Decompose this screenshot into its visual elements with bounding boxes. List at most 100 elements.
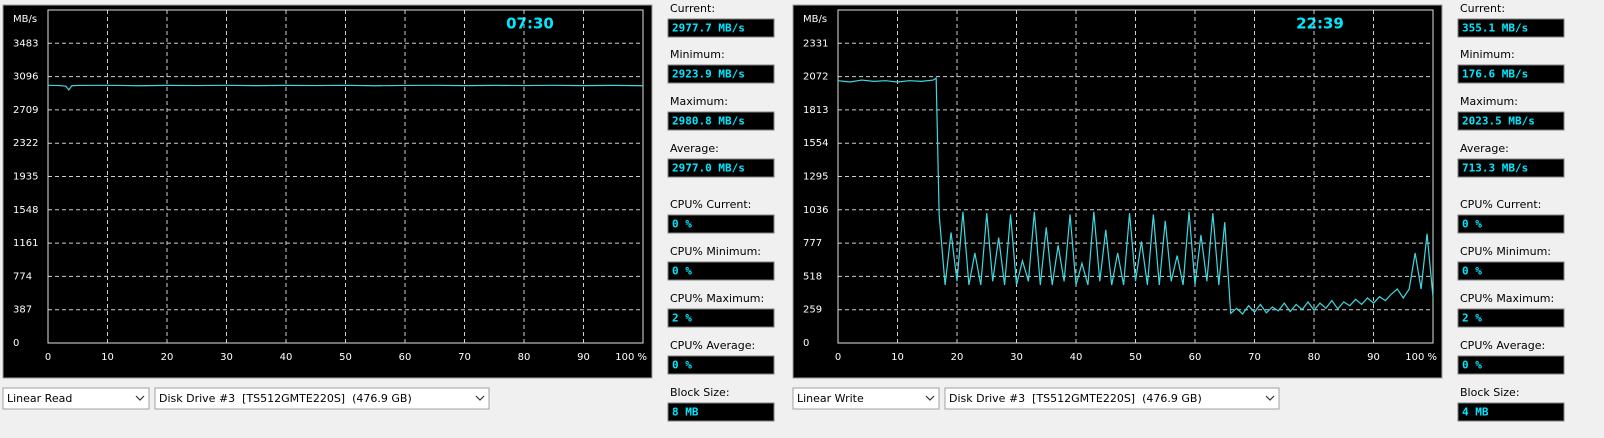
- stat-label: Block Size:: [1460, 386, 1520, 399]
- drive-select-text: Disk Drive #3 [TS512GMTE220S] (476.9 GB): [949, 392, 1202, 405]
- drive-select[interactable]: [944, 387, 1280, 410]
- stat-value: 0 %: [1462, 218, 1482, 231]
- plot-frame: [47, 9, 644, 344]
- stat-value: 355.1 MB/s: [1462, 22, 1528, 35]
- elapsed-time: 07:30: [506, 15, 554, 33]
- test-select-arrow: [925, 395, 935, 401]
- x-tick-label: 100 %: [615, 352, 647, 363]
- x-tick-label: 70: [458, 352, 471, 363]
- stat-box: [1457, 261, 1565, 281]
- y-tick-label: 774: [13, 271, 32, 282]
- stat-label: CPU% Current:: [670, 198, 751, 211]
- x-tick-label: 40: [1070, 352, 1083, 363]
- stat-value: 2977.7 MB/s: [672, 22, 745, 35]
- stat-box: [1457, 402, 1565, 422]
- x-tick-label: 30: [220, 352, 233, 363]
- x-tick-label: 10: [891, 352, 904, 363]
- test-select[interactable]: [2, 387, 150, 410]
- stat-box: [667, 214, 775, 234]
- chart-background: [792, 4, 1443, 379]
- stat-label: Average:: [670, 142, 719, 155]
- x-tick-label: 100 %: [1405, 352, 1437, 363]
- stat-label: Block Size:: [670, 386, 730, 399]
- stat-box: [667, 158, 775, 178]
- stat-box: [1457, 308, 1565, 328]
- stat-value: 0 %: [672, 359, 692, 372]
- y-tick-label: 1036: [803, 205, 828, 216]
- y-tick-label: 518: [803, 271, 822, 282]
- y-tick-label: 0: [13, 338, 19, 349]
- stat-label: Minimum:: [670, 48, 725, 61]
- stat-label: Current:: [1460, 2, 1505, 15]
- y-tick-label: 1813: [803, 105, 828, 116]
- stat-value: 2 %: [1462, 312, 1482, 325]
- stat-label: Minimum:: [1460, 48, 1515, 61]
- y-tick-label: 387: [13, 305, 32, 316]
- stat-box: [667, 355, 775, 375]
- stat-label: CPU% Average:: [1460, 339, 1545, 352]
- stat-label: Current:: [670, 2, 715, 15]
- drive-select-arrow: [1265, 395, 1275, 401]
- stat-box: [1457, 214, 1565, 234]
- x-tick-label: 90: [577, 352, 590, 363]
- y-tick-label: 1295: [803, 172, 828, 183]
- stat-value: 4 MB: [1462, 406, 1489, 419]
- stat-label: CPU% Current:: [1460, 198, 1541, 211]
- stat-box: [1457, 18, 1565, 38]
- x-tick-label: 60: [1189, 352, 1202, 363]
- y-tick-label: 2322: [13, 138, 38, 149]
- stat-box: [667, 308, 775, 328]
- y-tick-label: 3483: [13, 38, 38, 49]
- y-tick-label: 2709: [13, 105, 38, 116]
- stat-value: 2977.0 MB/s: [672, 162, 745, 175]
- y-tick-label: 2331: [803, 38, 828, 49]
- x-tick-label: 30: [1010, 352, 1023, 363]
- stat-value: 0 %: [672, 265, 692, 278]
- x-tick-label: 80: [518, 352, 531, 363]
- x-tick-label: 50: [1129, 352, 1142, 363]
- speed-line: [837, 77, 1434, 315]
- x-tick-label: 20: [161, 352, 174, 363]
- x-tick-label: 40: [280, 352, 293, 363]
- drive-select-text: Disk Drive #3 [TS512GMTE220S] (476.9 GB): [159, 392, 412, 405]
- chart-background: [2, 4, 653, 379]
- x-tick-label: 0: [45, 352, 51, 363]
- x-tick-label: 60: [399, 352, 412, 363]
- stat-box: [1457, 158, 1565, 178]
- stat-value: 2 %: [672, 312, 692, 325]
- x-tick-label: 20: [951, 352, 964, 363]
- y-tick-label: 0: [803, 338, 809, 349]
- y-tick-label: 2072: [803, 72, 828, 83]
- y-axis-label: MB/s: [13, 14, 37, 25]
- y-tick-label: 259: [803, 305, 822, 316]
- test-select[interactable]: [792, 387, 940, 410]
- stat-box: [667, 64, 775, 84]
- test-select-text: Linear Read: [7, 392, 72, 405]
- x-tick-label: 80: [1308, 352, 1321, 363]
- stat-label: Average:: [1460, 142, 1509, 155]
- stat-value: 713.3 MB/s: [1462, 162, 1528, 175]
- stat-label: CPU% Maximum:: [1460, 292, 1554, 305]
- drive-select[interactable]: [154, 387, 490, 410]
- y-axis-label: MB/s: [803, 14, 827, 25]
- y-tick-label: 777: [803, 238, 822, 249]
- stat-label: Maximum:: [1460, 95, 1518, 108]
- stat-value: 2980.8 MB/s: [672, 115, 745, 128]
- stat-value: 2023.5 MB/s: [1462, 115, 1535, 128]
- x-tick-label: 70: [1248, 352, 1261, 363]
- plot-frame: [837, 9, 1434, 344]
- stat-value: 176.6 MB/s: [1462, 68, 1528, 81]
- x-tick-label: 10: [101, 352, 114, 363]
- stat-label: CPU% Maximum:: [670, 292, 764, 305]
- test-select-arrow: [135, 395, 145, 401]
- stat-box: [667, 402, 775, 422]
- stat-label: Maximum:: [670, 95, 728, 108]
- x-tick-label: 50: [339, 352, 352, 363]
- elapsed-time: 22:39: [1296, 15, 1344, 33]
- stat-label: CPU% Minimum:: [1460, 245, 1551, 258]
- stat-value: 0 %: [1462, 359, 1482, 372]
- test-select-text: Linear Write: [797, 392, 864, 405]
- y-tick-label: 1548: [13, 205, 38, 216]
- stat-value: 0 %: [1462, 265, 1482, 278]
